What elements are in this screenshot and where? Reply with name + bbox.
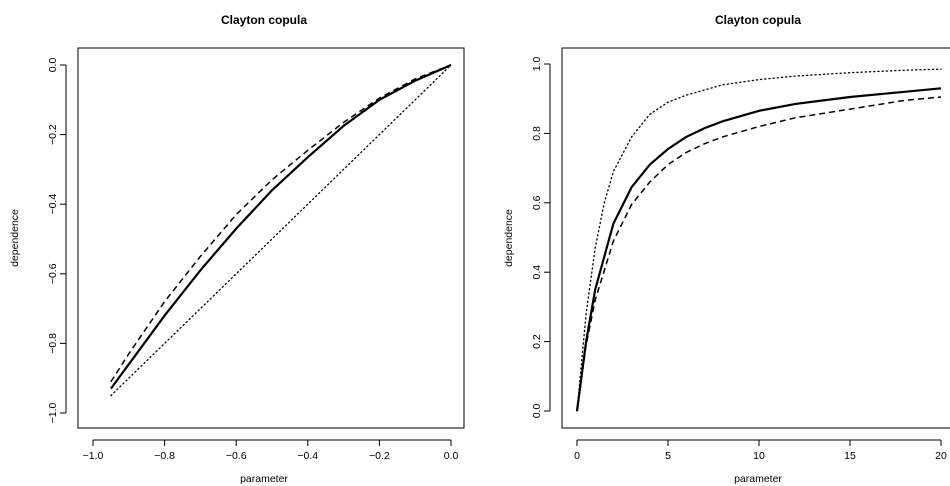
y-tick-label: −0.8 (47, 333, 59, 354)
y-tick-label: −0.2 (47, 124, 59, 145)
chart-left-xlabel: parameter (240, 473, 288, 485)
y-tick-label: 0.4 (531, 265, 543, 280)
series-line-dashed (110, 64, 452, 383)
series-line-dashed (576, 96, 942, 412)
chart-right: Clayton copula parameter dependence 0 5 10… (503, 13, 950, 485)
x-tick-label: −0.4 (297, 450, 318, 462)
chart-right-xlabel: parameter (734, 473, 782, 485)
chart-left: Clayton copula parameter dependence −1.0… (9, 13, 465, 485)
x-tick-label: 10 (753, 450, 765, 462)
chart-left-ylabel: dependence (9, 209, 21, 267)
series-line-solid (575, 87, 942, 412)
y-tick-label: 0.0 (531, 404, 543, 419)
series-line-solid (110, 63, 452, 390)
y-tick-label: 0.6 (531, 195, 543, 210)
chart-right-ylabel: dependence (503, 209, 515, 267)
y-tick-label: −1.0 (47, 402, 59, 423)
chart-left-series (110, 63, 452, 397)
x-tick-label: −1.0 (83, 450, 104, 462)
chart-left-title: Clayton copula (221, 13, 307, 27)
y-tick-label: 0.2 (531, 334, 543, 349)
series-line-dotted (110, 64, 452, 397)
x-tick-label: −0.6 (226, 450, 247, 462)
x-tick-label: −0.2 (369, 450, 390, 462)
series-line-dotted (576, 68, 942, 412)
y-tick-label: 1.0 (531, 57, 543, 72)
chart-right-series (575, 68, 942, 412)
chart-right-y-axis: 0.0 0.2 0.4 0.6 0.8 1.0 (531, 57, 551, 419)
chart-left-x-axis: −1.0 −0.8 −0.6 −0.4 −0.2 0.0 (83, 439, 459, 462)
chart-left-plot-box (77, 47, 465, 429)
y-tick-label: 0.8 (531, 126, 543, 141)
y-tick-label: 0.0 (47, 58, 59, 73)
y-tick-label: −0.4 (47, 194, 59, 215)
y-tick-label: −0.6 (47, 263, 59, 284)
chart-left-y-axis: −1.0 −0.8 −0.6 −0.4 −0.2 0.0 (47, 58, 67, 423)
chart-right-plot-box (561, 47, 950, 429)
x-tick-label: −0.8 (154, 450, 175, 462)
x-tick-label: 0.0 (444, 450, 459, 462)
x-tick-label: 0 (574, 450, 580, 462)
chart-right-title: Clayton copula (715, 13, 801, 27)
x-tick-label: 15 (844, 450, 856, 462)
x-tick-label: 5 (665, 450, 671, 462)
chart-right-x-axis: 0 5 10 15 20 (574, 439, 947, 462)
x-tick-label: 20 (935, 450, 947, 462)
